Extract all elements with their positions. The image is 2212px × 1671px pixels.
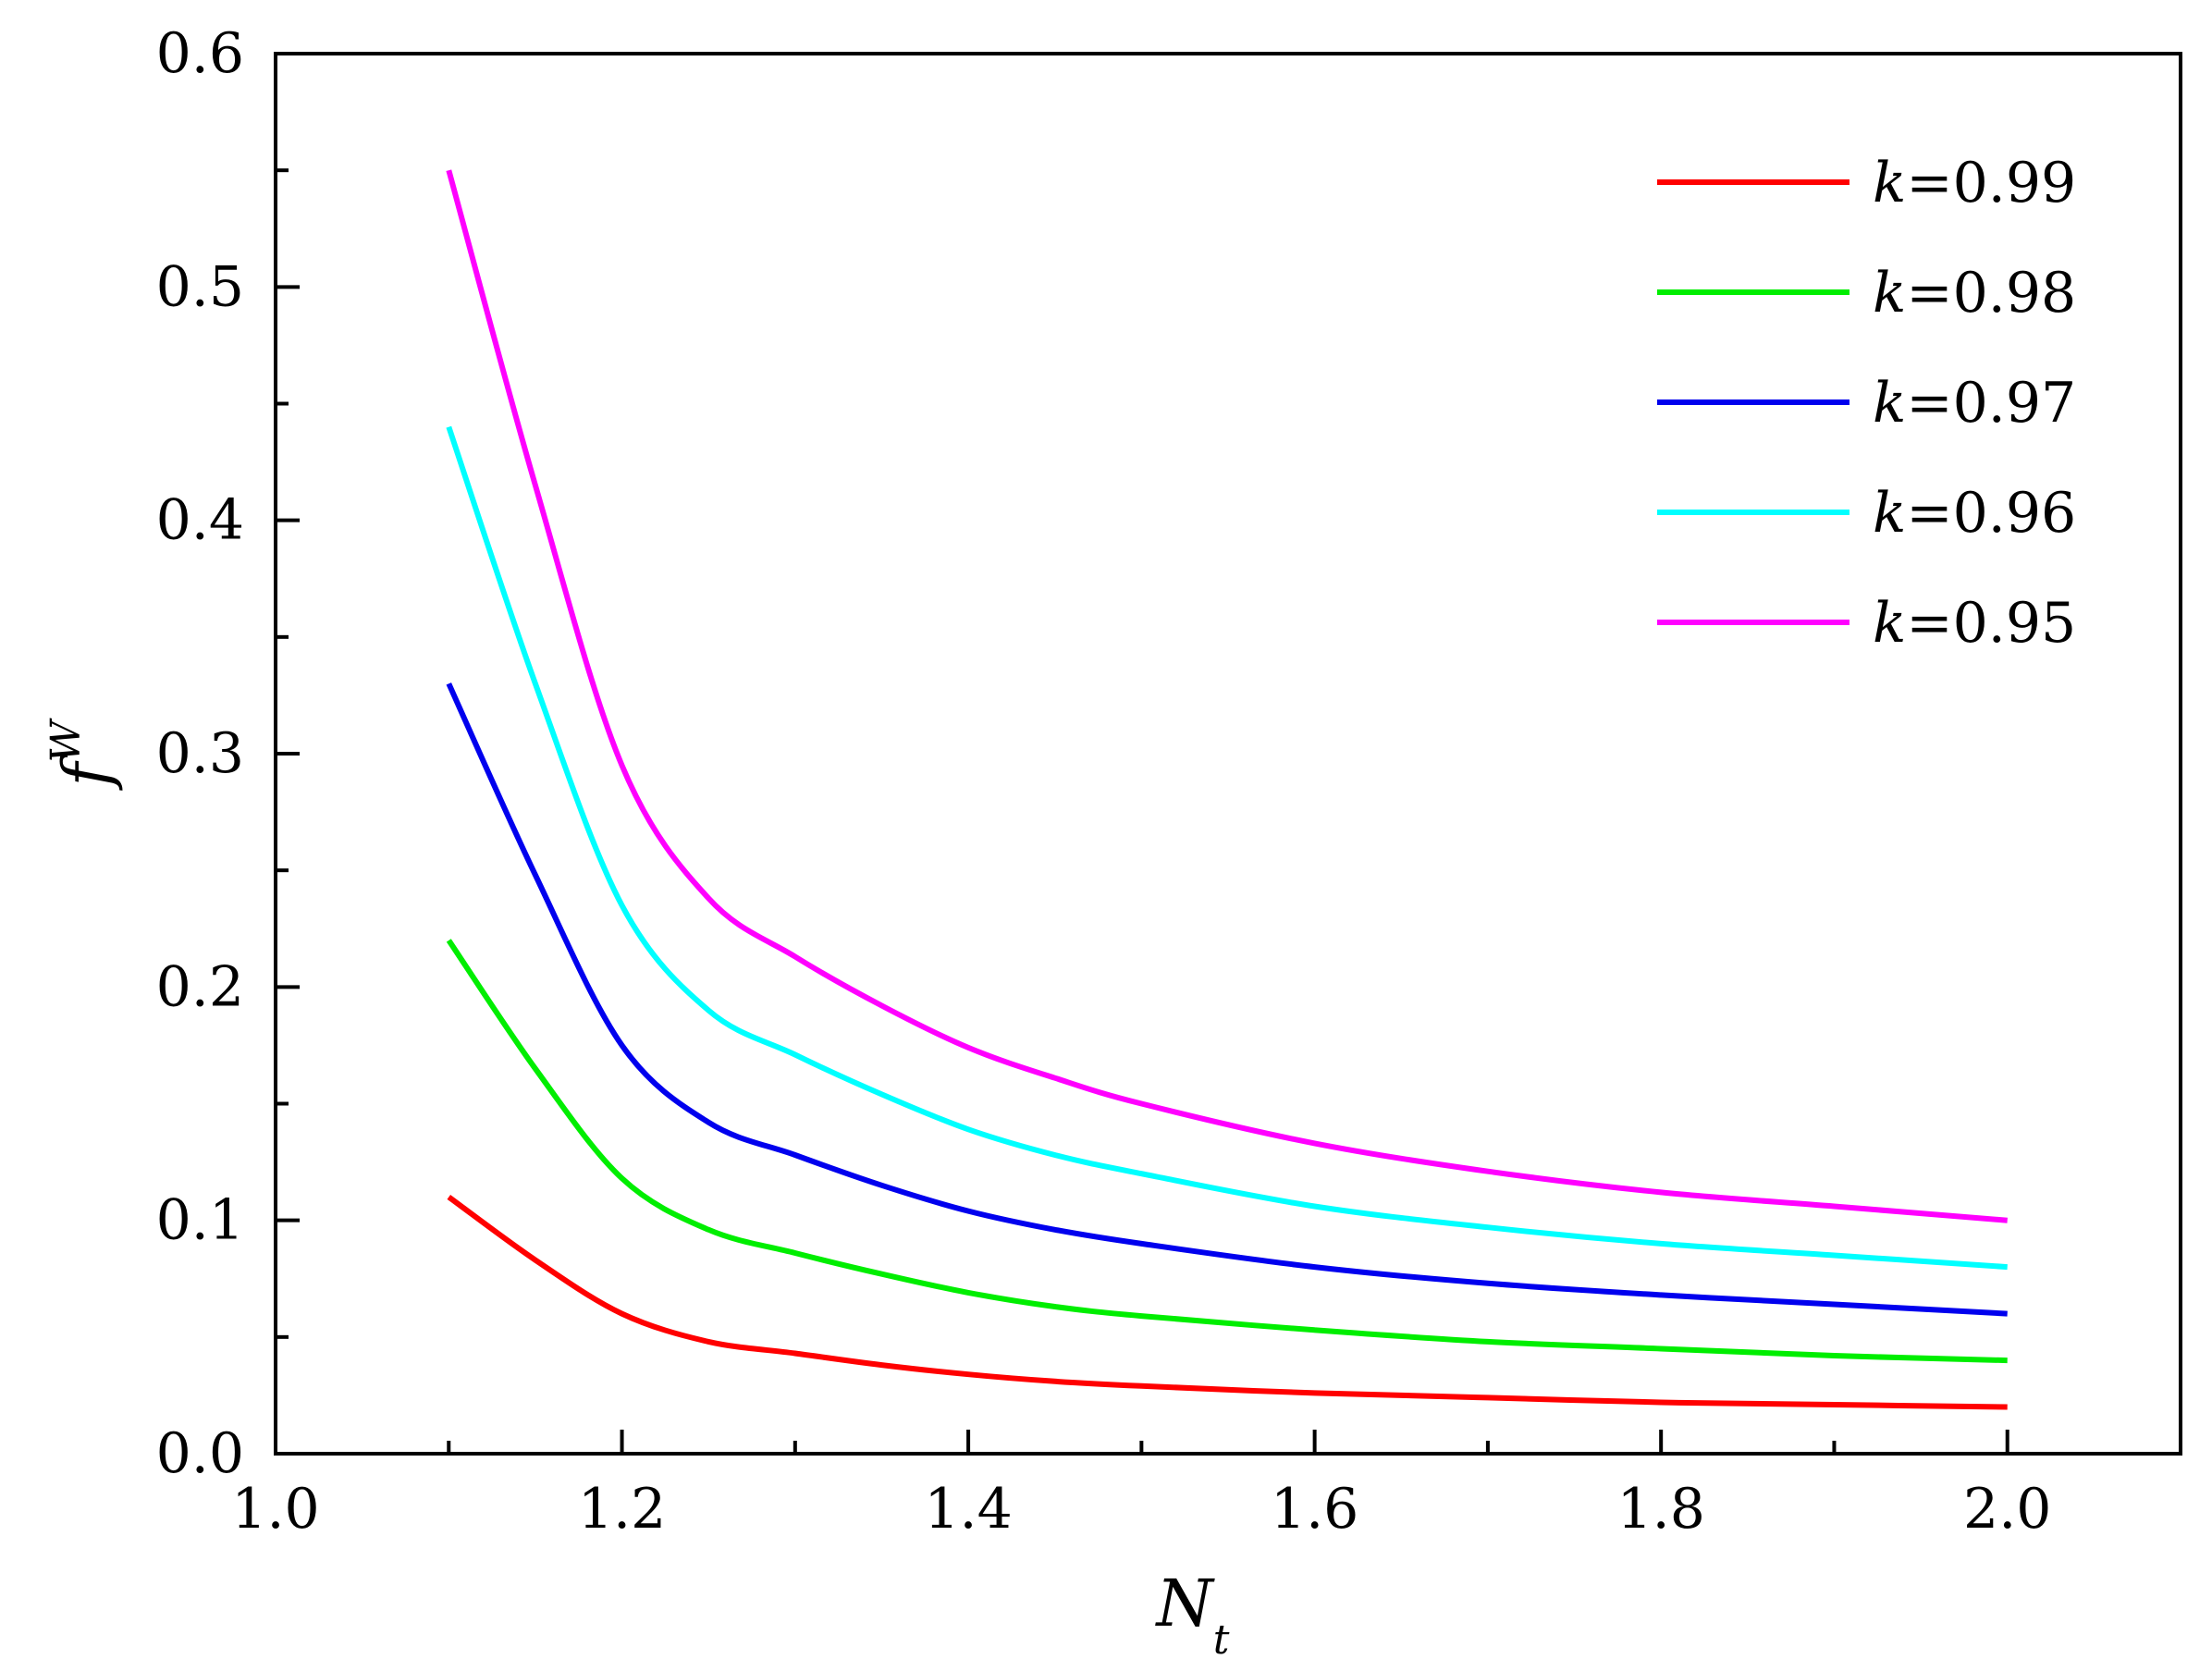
y-tick-label: 0.5: [156, 254, 244, 319]
legend-var: k: [1873, 151, 1906, 215]
legend: k=0.99k=0.98k=0.97k=0.96k=0.95: [1657, 151, 2076, 656]
x-tick-label: 2.0: [1963, 1477, 2051, 1542]
series-line-2: [446, 682, 2008, 1317]
legend-label-3: k=0.96: [1873, 481, 2076, 546]
legend-label-4: k=0.95: [1873, 591, 2076, 656]
series-line-3: [446, 425, 2008, 1271]
axis-ticks: 1.0 1.2 1.4 1.6 1.8 2.0 0.0 0.1 0.2 0.3 0.4 0.5 0.6: [156, 21, 2182, 1542]
y-tick-label: 0.2: [156, 954, 244, 1019]
plot-series: [446, 169, 2008, 1410]
y-tick-label: 0.6: [156, 21, 244, 86]
y-axis-label: fW: [43, 718, 125, 792]
series-line-1: [446, 939, 2008, 1364]
x-tick-label: 1.8: [1616, 1477, 1704, 1542]
y-axis-label-sup: W: [43, 718, 90, 763]
legend-var: k: [1873, 261, 1906, 326]
legend-value: =0.96: [1906, 481, 2076, 546]
legend-var: k: [1873, 371, 1906, 436]
plot-frame: [274, 52, 2182, 1456]
legend-label-1: k=0.98: [1873, 261, 2076, 326]
x-axis-label-sub: t: [1213, 1616, 1230, 1664]
legend-value: =0.98: [1906, 261, 2076, 326]
series-line-4: [446, 169, 2008, 1223]
y-tick-label: 0.1: [156, 1188, 244, 1253]
legend-label-2: k=0.97: [1873, 371, 2076, 436]
legend-value: =0.99: [1906, 151, 2076, 215]
legend-value: =0.97: [1906, 371, 2076, 436]
series-line-0: [447, 1194, 2008, 1410]
x-tick-label: 1.0: [231, 1477, 319, 1542]
y-tick-label: 0.4: [156, 488, 244, 553]
y-tick-label: 0.3: [156, 721, 244, 786]
legend-var: k: [1873, 591, 1906, 656]
x-tick-label: 1.6: [1271, 1477, 1358, 1542]
x-axis-label-main: N: [1155, 1566, 1216, 1641]
x-tick-label: 1.2: [578, 1477, 666, 1542]
x-tick-label: 1.4: [924, 1477, 1012, 1542]
legend-label-0: k=0.99: [1873, 151, 2076, 215]
y-tick-label: 0.0: [156, 1421, 244, 1486]
legend-value: =0.95: [1906, 591, 2076, 656]
legend-var: k: [1873, 481, 1906, 546]
x-axis-label: Nt: [1155, 1566, 1230, 1664]
